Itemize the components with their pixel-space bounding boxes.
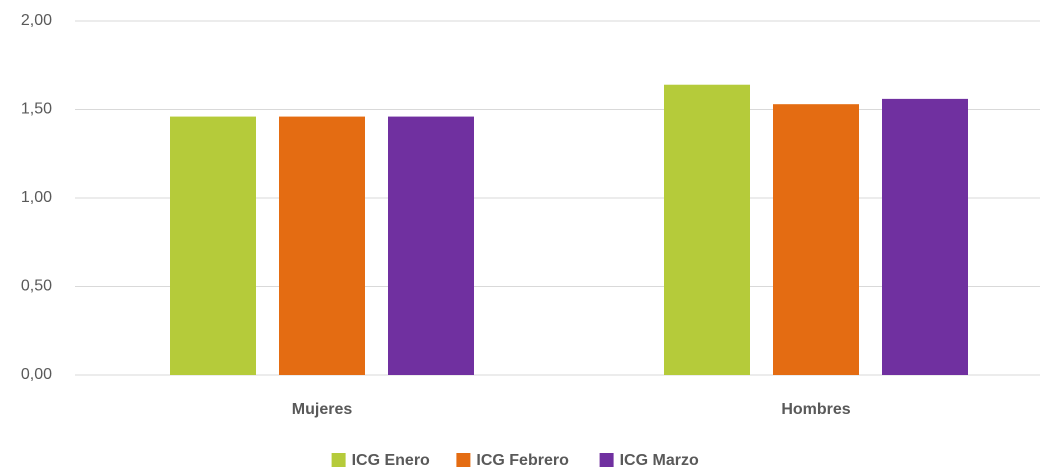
- y-tick-label: 0,50: [21, 278, 52, 295]
- bar: [664, 84, 750, 375]
- legend-swatch: [331, 453, 346, 467]
- x-tick-label: Hombres: [781, 401, 850, 418]
- legend-label: ICG Febrero: [476, 452, 569, 469]
- y-tick-label: 1,00: [21, 189, 52, 206]
- bar: [773, 104, 859, 375]
- y-tick-label: 2,00: [21, 12, 52, 29]
- legend-swatch: [456, 453, 471, 467]
- y-tick-label: 1,50: [21, 101, 52, 118]
- bar: [170, 116, 256, 375]
- legend-label: ICG Enero: [352, 452, 430, 469]
- legend-swatch: [599, 453, 614, 467]
- bar: [882, 98, 968, 375]
- legend-label: ICG Marzo: [620, 452, 699, 469]
- y-tick-label: 0,00: [21, 366, 52, 383]
- bar: [388, 116, 474, 375]
- bar: [279, 116, 365, 375]
- x-tick-label: Mujeres: [292, 401, 353, 418]
